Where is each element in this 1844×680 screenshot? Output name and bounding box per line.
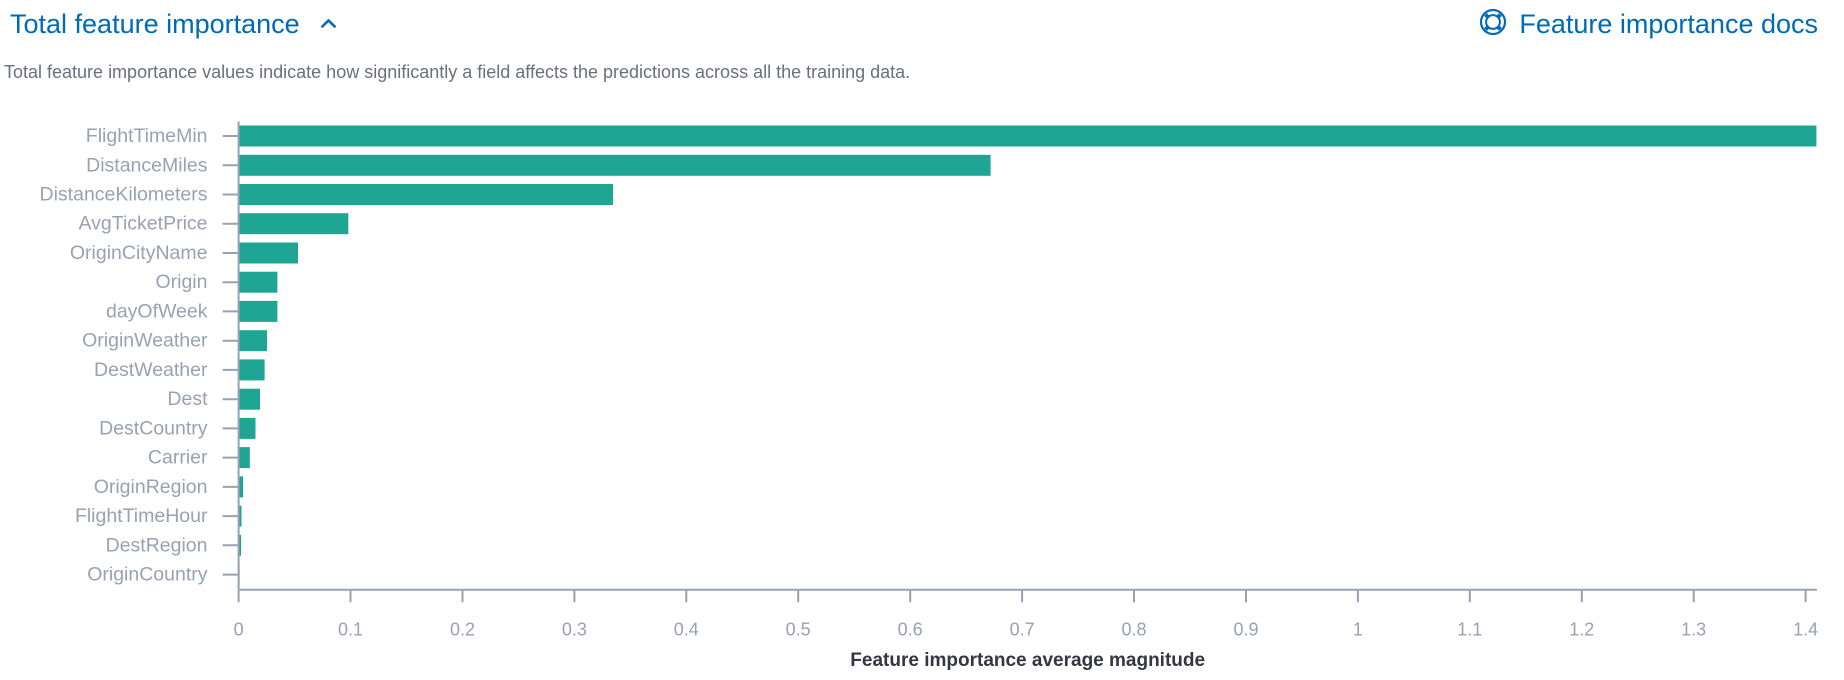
svg-text:DistanceKilometers: DistanceKilometers <box>40 184 208 206</box>
svg-text:1: 1 <box>1353 620 1363 640</box>
svg-text:Carrier: Carrier <box>148 447 208 469</box>
svg-text:dayOfWeek: dayOfWeek <box>106 300 208 322</box>
svg-text:0.9: 0.9 <box>1233 620 1258 640</box>
svg-text:0.4: 0.4 <box>674 620 699 640</box>
svg-text:0.5: 0.5 <box>786 620 811 640</box>
svg-text:DestCountry: DestCountry <box>99 417 208 439</box>
svg-text:DestRegion: DestRegion <box>106 534 208 556</box>
svg-text:DistanceMiles: DistanceMiles <box>86 154 208 176</box>
svg-text:0.8: 0.8 <box>1121 620 1146 640</box>
svg-text:0.1: 0.1 <box>338 620 363 640</box>
svg-text:0: 0 <box>234 620 244 640</box>
svg-text:DestWeather: DestWeather <box>94 359 208 381</box>
svg-text:Dest: Dest <box>167 388 208 410</box>
svg-text:1.4: 1.4 <box>1793 620 1818 640</box>
svg-text:0.6: 0.6 <box>898 620 923 640</box>
svg-text:1.1: 1.1 <box>1457 620 1482 640</box>
svg-text:1.3: 1.3 <box>1681 620 1706 640</box>
svg-text:FlightTimeHour: FlightTimeHour <box>75 505 208 527</box>
svg-text:0.2: 0.2 <box>450 620 475 640</box>
svg-text:0.7: 0.7 <box>1010 620 1035 640</box>
svg-text:1.2: 1.2 <box>1569 620 1594 640</box>
svg-text:FlightTimeMin: FlightTimeMin <box>86 125 208 147</box>
svg-text:0.3: 0.3 <box>562 620 587 640</box>
svg-text:AvgTicketPrice: AvgTicketPrice <box>79 213 208 235</box>
svg-text:Origin: Origin <box>155 271 207 293</box>
svg-text:OriginWeather: OriginWeather <box>82 330 208 352</box>
svg-text:OriginRegion: OriginRegion <box>94 476 208 498</box>
svg-text:OriginCountry: OriginCountry <box>87 564 208 586</box>
svg-text:Feature importance average mag: Feature importance average magnitude <box>850 650 1205 671</box>
svg-text:OriginCityName: OriginCityName <box>70 242 208 264</box>
